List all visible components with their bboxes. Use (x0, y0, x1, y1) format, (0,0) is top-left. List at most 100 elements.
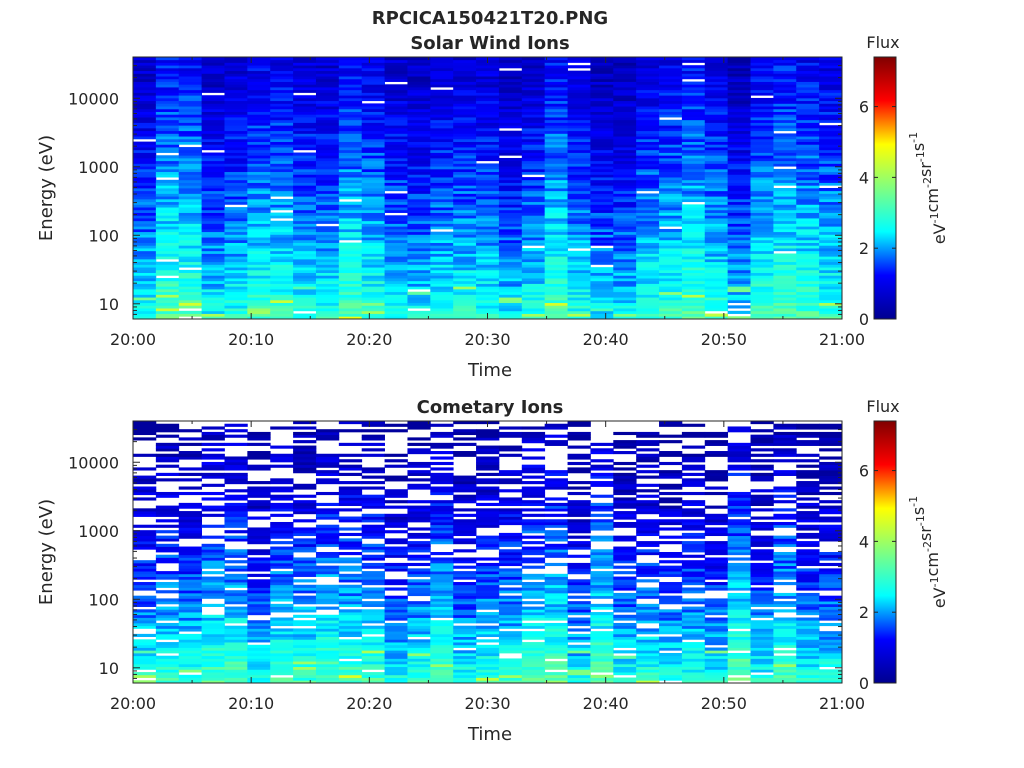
heatmap-cell (407, 658, 431, 662)
heatmap-cell (773, 655, 797, 659)
heatmap-cell (384, 226, 408, 230)
heatmap-cell (293, 565, 317, 569)
heatmap-cell (270, 456, 294, 460)
heatmap-cell (430, 258, 454, 263)
heatmap-cell (567, 92, 591, 96)
heatmap-cell (704, 190, 729, 194)
heatmap-cell (544, 505, 568, 509)
heatmap-cell (659, 622, 683, 627)
heatmap-cell (521, 310, 546, 314)
heatmap-cell (819, 136, 843, 140)
heatmap-cell (590, 310, 614, 314)
heatmap-cell (453, 84, 477, 88)
heatmap-cell (338, 92, 363, 96)
heatmap-cell (133, 280, 157, 284)
heatmap-cell (681, 171, 706, 175)
heatmap-cell (133, 157, 157, 162)
heatmap-cell (613, 106, 637, 110)
heatmap-cell (567, 95, 591, 99)
heatmap-cell (773, 582, 797, 586)
heatmap-cell (201, 185, 225, 189)
heatmap-cell (361, 182, 385, 186)
heatmap-cell (498, 212, 523, 216)
heatmap-cell (727, 310, 751, 314)
heatmap-cell (315, 78, 340, 82)
heatmap-cell (476, 633, 500, 638)
heatmap-cell (636, 283, 660, 287)
heatmap-cell (590, 560, 614, 564)
heatmap-cell (270, 248, 294, 252)
heatmap-cell (567, 491, 591, 496)
heatmap-cell (476, 576, 500, 580)
heatmap-cell (338, 212, 363, 216)
heatmap-cell (247, 535, 271, 539)
heatmap-cell (270, 95, 294, 99)
heatmap-cell (498, 658, 523, 662)
heatmap-cell (704, 294, 729, 298)
heatmap-cell (133, 508, 157, 512)
heatmap-cell (270, 524, 294, 528)
heatmap-cell (430, 677, 454, 681)
heatmap-cell (704, 603, 729, 607)
heatmap-cell (384, 628, 408, 632)
heatmap-cell (155, 171, 180, 175)
heatmap-cell (498, 209, 523, 213)
heatmap-cell (384, 642, 408, 646)
heatmap-cell (430, 598, 454, 602)
heatmap-cell (430, 201, 454, 205)
heatmap-cell (361, 423, 385, 427)
heatmap-cell (407, 267, 431, 271)
heatmap-cell (773, 171, 797, 175)
heatmap-cell (155, 188, 180, 192)
heatmap-cell (636, 677, 660, 681)
heatmap-cell (315, 157, 340, 162)
heatmap-cell (155, 149, 180, 153)
heatmap-cell (384, 264, 408, 268)
heatmap-cell (270, 201, 294, 205)
heatmap-cell (315, 573, 340, 577)
heatmap-cell (796, 215, 820, 219)
heatmap-cell (498, 242, 523, 246)
heatmap-cell (430, 155, 454, 159)
heatmap-cell (201, 280, 225, 284)
heatmap-cell (201, 119, 225, 123)
heatmap-cell (247, 568, 271, 572)
heatmap-cell (476, 87, 500, 91)
heatmap-cell (590, 212, 614, 216)
heatmap-cell (681, 508, 706, 512)
heatmap-cell (293, 494, 317, 498)
heatmap-cell (293, 163, 317, 167)
heatmap-cell (704, 642, 729, 646)
heatmap-cell (636, 316, 660, 320)
heatmap-cell (133, 546, 157, 550)
heatmap-cell (384, 554, 408, 558)
heatmap-cell (361, 261, 385, 265)
heatmap-cell (727, 491, 751, 496)
heatmap-cell (293, 198, 317, 203)
heatmap-cell (704, 552, 729, 556)
heatmap-cell (453, 527, 477, 531)
heatmap-cell (773, 316, 797, 320)
heatmap-cell (453, 177, 477, 181)
heatmap-cell (384, 650, 408, 654)
heatmap-cell (796, 168, 820, 173)
heatmap-cell (521, 508, 546, 512)
heatmap-cell (590, 177, 614, 181)
heatmap-cell (361, 666, 385, 670)
heatmap-cell (476, 103, 500, 107)
heatmap-cell (636, 532, 660, 537)
heatmap-cell (338, 261, 363, 265)
heatmap-cell (384, 505, 408, 509)
heatmap-cell (590, 622, 614, 627)
heatmap-cell (636, 453, 660, 457)
heatmap-cell (613, 291, 637, 295)
heatmap-cell (796, 166, 820, 170)
heatmap-cell (430, 592, 454, 597)
heatmap-cell (567, 245, 591, 249)
heatmap-cell (178, 253, 203, 257)
heatmap-cell (750, 253, 774, 257)
heatmap-cell (681, 308, 706, 312)
heatmap-cell (384, 283, 408, 287)
heatmap-cell (590, 650, 614, 654)
heatmap-cell (498, 609, 523, 613)
